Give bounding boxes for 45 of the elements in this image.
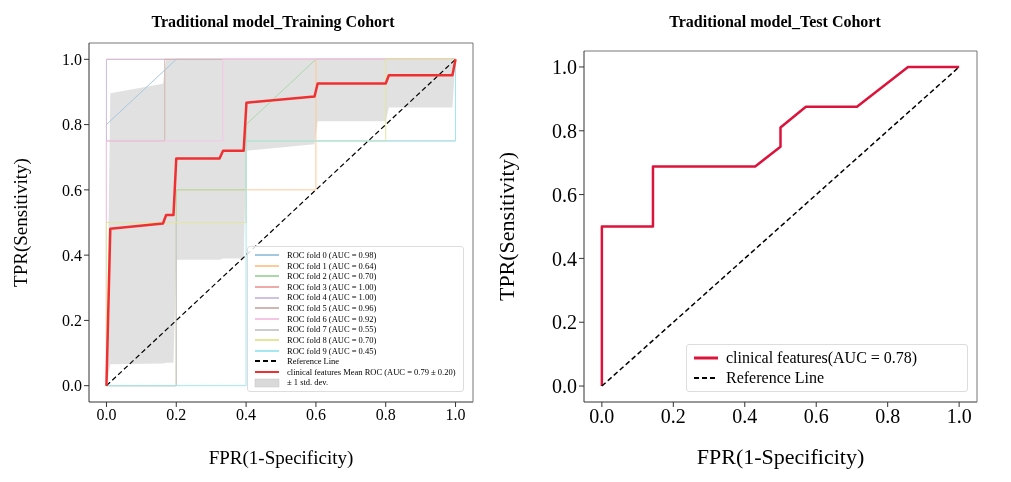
x-tick-label: 0.2 [166, 406, 187, 424]
legend-label: ROC fold 8 (AUC = 0.70) [287, 334, 377, 346]
x-axis-title: FPR(1-Specificity) [208, 447, 354, 469]
legend-label: ROC fold 4 (AUC = 1.00) [287, 292, 377, 303]
legend-label: clinical features Mean ROC (AUC = 0.79 ± 0.20) [287, 366, 456, 378]
y-tick-label: 0.2 [62, 312, 82, 330]
x-tick-label: 1.0 [946, 405, 972, 428]
legend-label: ROC fold 5 (AUC = 0.96) [287, 303, 377, 314]
x-tick-label: 0.0 [589, 405, 615, 428]
y-tick-label: 0.0 [62, 377, 82, 395]
y-axis-title: TPR(Sensitivity) [493, 151, 519, 302]
legend-label: clinical features(AUC = 0.78) [726, 348, 918, 368]
y-tick-label: 0.0 [552, 375, 577, 398]
legend-label: ROC fold 1 (AUC = 0.64) [287, 260, 377, 272]
x-tick-label: 0.6 [305, 406, 326, 424]
x-tick-label: 0.2 [660, 405, 686, 428]
legend-label: ROC fold 9 (AUC = 0.45) [287, 345, 377, 357]
y-tick-label: 0.8 [552, 119, 577, 142]
y-tick-label: 0.6 [62, 181, 82, 199]
legend-label: ROC fold 2 (AUC = 0.70) [287, 271, 377, 282]
y-tick-label: 0.2 [552, 311, 577, 334]
legend-label: Reference Line [726, 368, 825, 388]
x-tick-label: 0.8 [875, 405, 901, 428]
y-tick-label: 0.8 [62, 116, 82, 134]
x-tick-label: 0.4 [236, 406, 257, 424]
y-tick-label: 0.4 [62, 246, 82, 264]
x-tick-label: 0.4 [732, 405, 758, 428]
x-tick-label: 0.6 [803, 405, 829, 428]
chart-title: Traditional model_Test Cohort [668, 12, 882, 32]
chart-title: Traditional model_Training Cohort [150, 12, 396, 33]
x-axis-title: FPR(1-Specificity) [696, 444, 865, 469]
y-tick-label: 0.6 [552, 183, 577, 206]
legend-label: ROC fold 6 (AUC = 0.92) [287, 313, 377, 325]
legend-label: Reference Line [287, 356, 340, 367]
y-tick-label: 0.4 [552, 247, 577, 270]
x-tick-label: 1.0 [445, 406, 466, 424]
y-axis-title: TPR(Sensitivity) [9, 158, 32, 287]
legend-label: ROC fold 0 (AUC = 0.98) [287, 249, 377, 261]
legend-label: ROC fold 3 (AUC = 1.00) [287, 281, 377, 293]
x-tick-label: 0.0 [96, 406, 117, 424]
annotation: ± 1 std. dev. [287, 377, 329, 388]
legend-label: ROC fold 7 (AUC = 0.55) [287, 324, 377, 335]
y-tick-label: 1.0 [62, 51, 82, 68]
x-tick-label: 0.8 [375, 406, 396, 424]
y-tick-label: 1.0 [552, 56, 577, 79]
